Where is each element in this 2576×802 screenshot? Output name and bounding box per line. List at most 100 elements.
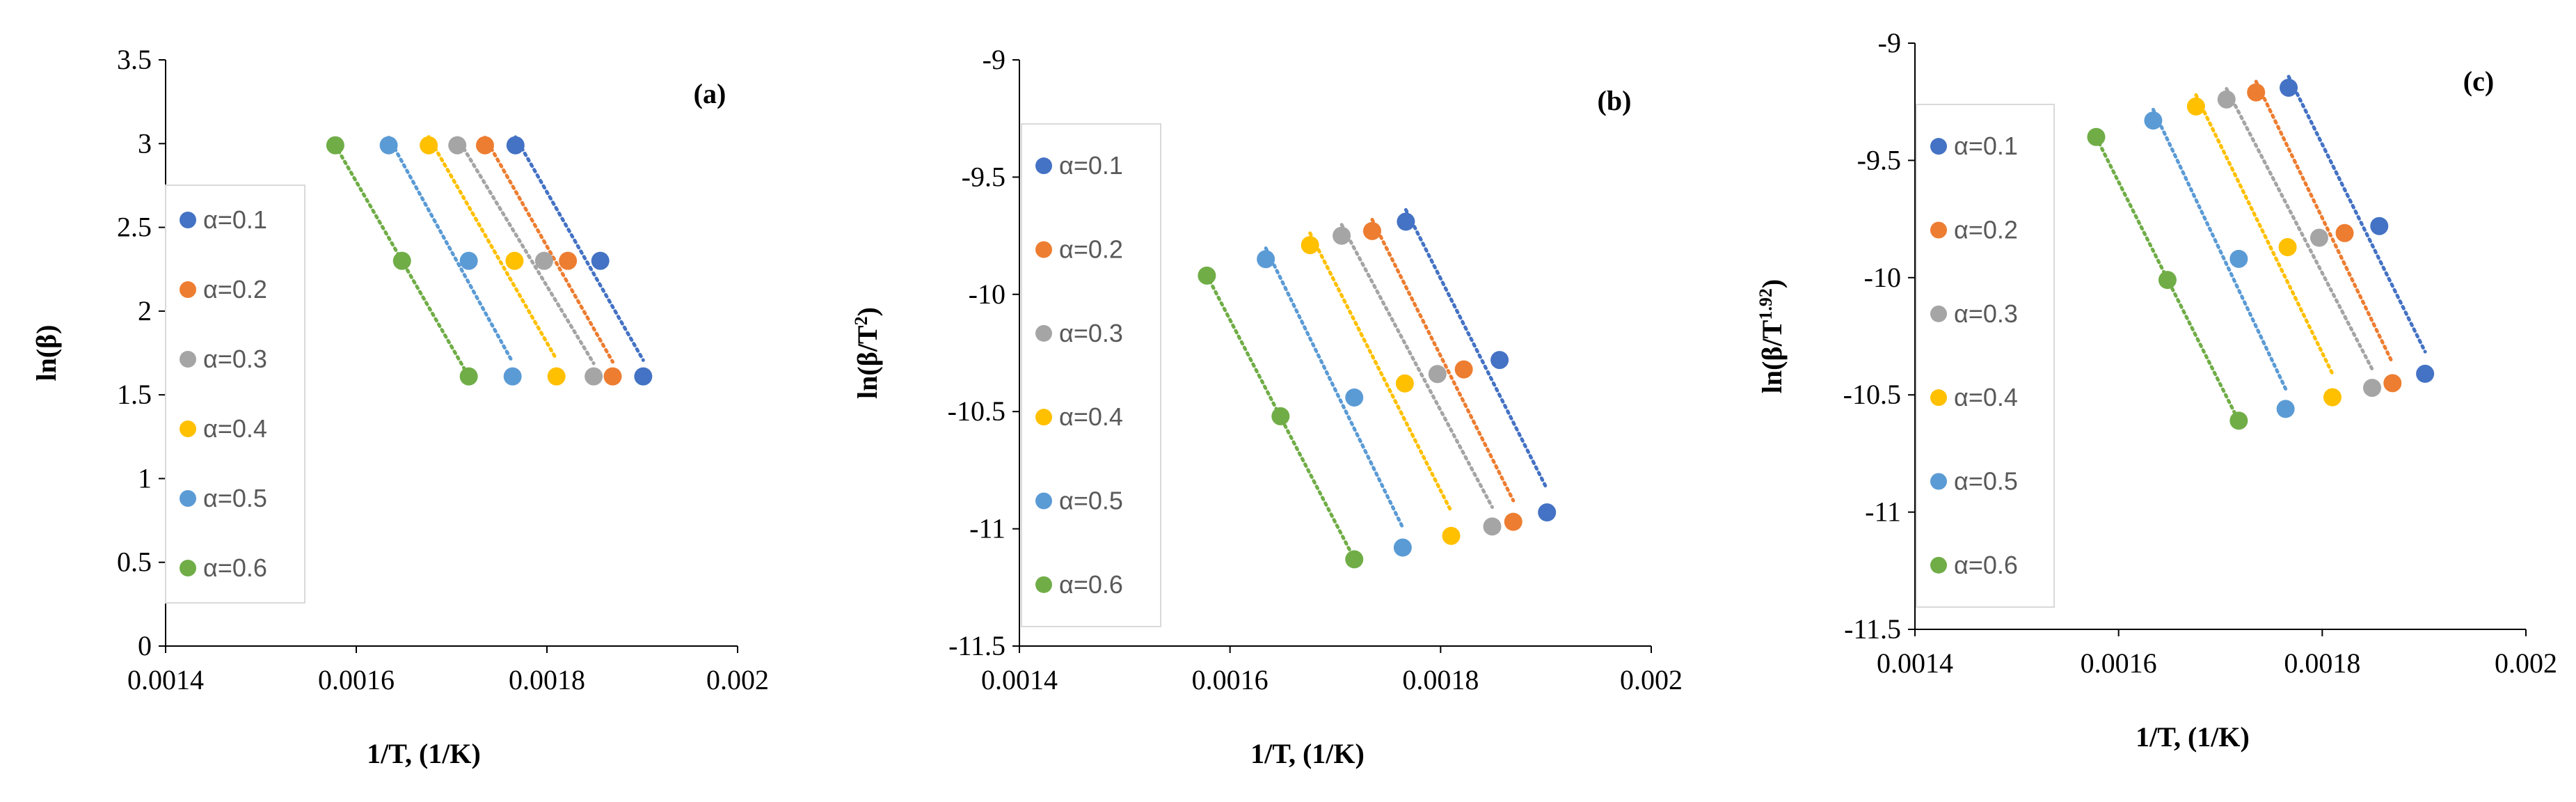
- legend: α=0.1 α=0.2 α=0.3 α=0.4 α=0.5 α=0.6: [165, 184, 305, 604]
- legend-label: α=0.6: [1954, 551, 2018, 579]
- trendline-series-4: [2194, 93, 2335, 376]
- data-point-series-1: [2416, 364, 2435, 383]
- legend-label: α=0.2: [1954, 216, 2018, 244]
- legend-marker: [1035, 576, 1052, 593]
- trendline-series-3: [2225, 86, 2374, 371]
- legend-label: α=0.4: [1059, 402, 1123, 431]
- data-point-series-2: [475, 136, 494, 155]
- legend-marker: [180, 420, 196, 437]
- data-point-series-6: [326, 136, 344, 155]
- trendline-series-2: [1370, 217, 1516, 503]
- y-tick-label: 2.5: [117, 212, 152, 243]
- data-point-series-4: [547, 367, 566, 386]
- legend-marker: [1035, 324, 1052, 342]
- y-axis-title: ln(β/T1.92): [1756, 279, 1788, 393]
- data-point-series-5: [503, 367, 522, 386]
- data-point-series-2: [603, 367, 622, 386]
- legend-box: [165, 184, 305, 604]
- trendline-series-2: [2254, 79, 2394, 365]
- data-point-series-2: [2383, 374, 2402, 393]
- legend-box: [1916, 104, 2055, 608]
- data-point-series-5: [459, 251, 478, 270]
- trendline-series-4: [1308, 231, 1453, 513]
- legend-marker: [1035, 241, 1052, 258]
- y-axis-title-main: ln(β/T: [852, 325, 883, 399]
- trendline-series-1: [2287, 74, 2427, 354]
- data-point-series-4: [505, 251, 524, 270]
- trendline-series-1: [514, 135, 645, 362]
- data-point-series-6: [1198, 266, 1216, 285]
- y-axis-title-main: ln(β): [31, 324, 62, 381]
- legend-label: α=0.5: [203, 484, 267, 512]
- data-point-series-5: [1345, 388, 1364, 407]
- y-tick-label: -9.5: [1857, 144, 1901, 175]
- legend-marker: [180, 351, 196, 368]
- data-point-series-3: [1333, 226, 1351, 245]
- y-tick-label: -11.5: [1844, 613, 1901, 645]
- y-tick-label: -11.5: [948, 630, 1005, 661]
- x-axis-title: 1/T, (1/K): [367, 738, 481, 769]
- y-axis-title-close: ): [852, 307, 883, 316]
- y-tick-label: -9.5: [962, 161, 1005, 192]
- y-tick-label: -9: [1878, 27, 1901, 58]
- y-axis-title-close: ): [1756, 279, 1788, 288]
- legend-label: α=0.4: [203, 414, 267, 443]
- data-point-series-1: [506, 136, 525, 155]
- trendline-series-5: [387, 136, 515, 364]
- data-point-series-2: [1504, 512, 1522, 531]
- legend: α=0.1 α=0.2 α=0.3 α=0.4 α=0.5 α=0.6: [1916, 104, 2055, 608]
- legend-label: α=0.6: [1059, 570, 1123, 599]
- data-point-series-4: [420, 136, 438, 155]
- legend-label: α=0.1: [1954, 132, 2018, 160]
- data-point-series-1: [1490, 351, 1509, 370]
- data-point-series-6: [2229, 411, 2248, 430]
- legend-label: α=0.1: [203, 205, 267, 234]
- data-point-series-3: [585, 367, 603, 386]
- data-point-series-5: [2144, 111, 2163, 130]
- y-tick-label: -10: [1864, 262, 1901, 293]
- y-tick-label: 0: [138, 630, 152, 661]
- legend-marker: [1035, 157, 1052, 175]
- data-point-series-4: [2186, 97, 2205, 116]
- data-point-series-3: [534, 251, 553, 270]
- data-point-series-5: [1257, 250, 1275, 269]
- y-tick-label: 3.5: [117, 44, 152, 75]
- y-tick-label: -9: [983, 44, 1005, 75]
- data-point-series-5: [1393, 538, 1412, 557]
- x-tick-label: 0.002: [2495, 647, 2557, 679]
- x-tick-label: 0.0018: [509, 664, 585, 695]
- x-tick-label: 0.0014: [127, 664, 204, 695]
- y-tick-label: -10.5: [948, 395, 1005, 427]
- x-tick-label: 0.0014: [981, 664, 1058, 695]
- data-point-series-2: [1454, 360, 1473, 379]
- data-point-series-3: [2309, 228, 2328, 247]
- legend-box: [1021, 123, 1161, 627]
- x-tick-label: 0.002: [1620, 664, 1683, 695]
- data-point-series-1: [2280, 78, 2298, 97]
- legend-label: α=0.3: [1059, 319, 1123, 347]
- x-tick-label: 0.0018: [2284, 647, 2360, 679]
- y-axis-title-exponent: 1.92: [1756, 288, 1776, 320]
- legend-marker: [180, 490, 196, 507]
- panel-label: (c): [2463, 65, 2494, 97]
- legend-marker: [1930, 556, 1947, 574]
- panel-label: (b): [1598, 85, 1632, 116]
- x-axis-title: 1/T, (1/K): [1250, 738, 1365, 769]
- legend-marker: [180, 281, 196, 298]
- x-tick-label: 0.0016: [1192, 664, 1269, 695]
- legend-marker: [180, 560, 196, 576]
- legend: α=0.1 α=0.2 α=0.3 α=0.4 α=0.5 α=0.6: [1021, 123, 1161, 627]
- legend-marker: [1930, 473, 1947, 490]
- legend-label: α=0.4: [1954, 383, 2018, 411]
- data-point-series-1: [634, 367, 653, 386]
- data-point-series-2: [559, 251, 578, 270]
- data-point-series-6: [2158, 271, 2177, 290]
- x-tick-label: 0.0016: [318, 664, 395, 695]
- trendline-series-2: [483, 135, 615, 364]
- data-point-series-4: [2278, 238, 2297, 257]
- y-tick-label: -11: [1865, 496, 1901, 528]
- data-point-series-1: [591, 251, 610, 270]
- data-point-series-3: [2363, 379, 2382, 398]
- data-point-series-3: [2217, 90, 2236, 109]
